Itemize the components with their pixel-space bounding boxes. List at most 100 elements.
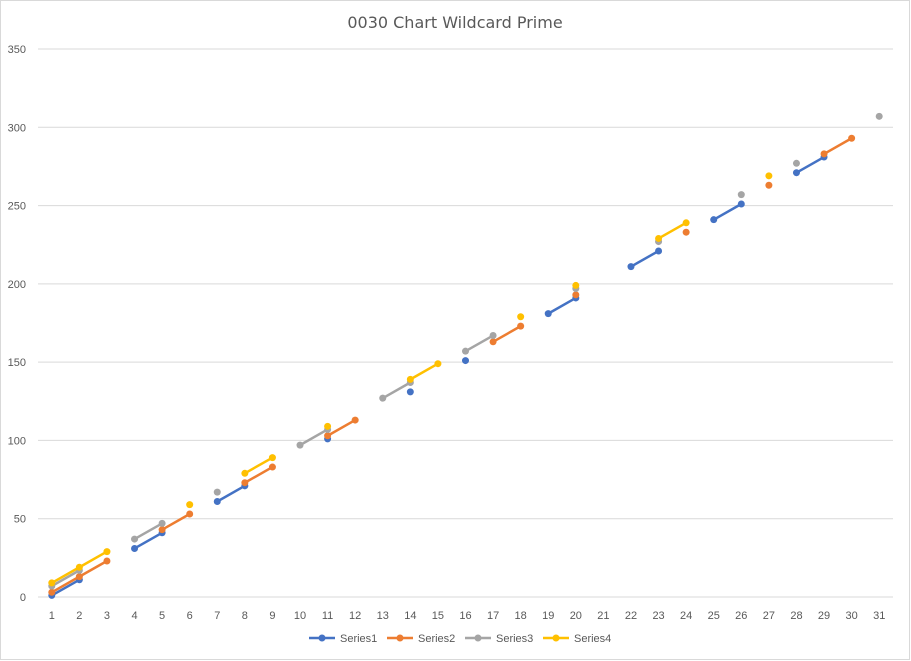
data-point xyxy=(682,228,690,236)
x-tick-label: 14 xyxy=(404,610,416,622)
x-tick-label: 8 xyxy=(242,610,248,622)
x-tick-label: 9 xyxy=(269,610,275,622)
data-point xyxy=(324,432,332,440)
data-point xyxy=(296,441,304,449)
series-line-segment xyxy=(629,249,660,268)
series-line-segment xyxy=(491,324,522,344)
x-tick-label: 30 xyxy=(846,610,858,622)
x-tick-label: 16 xyxy=(459,610,471,622)
data-point xyxy=(737,191,745,199)
x-tick-label: 31 xyxy=(873,610,885,622)
data-point xyxy=(462,347,469,355)
data-point xyxy=(213,497,221,505)
data-point xyxy=(572,291,580,299)
legend-item-3: Series3 xyxy=(465,633,533,645)
data-point xyxy=(765,181,773,189)
data-point xyxy=(75,563,83,571)
x-tick-label: 1 xyxy=(49,610,55,622)
data-point xyxy=(489,338,497,346)
x-tick-label: 7 xyxy=(214,610,220,622)
x-tick-label: 4 xyxy=(131,610,137,622)
data-point xyxy=(268,463,276,471)
data-point xyxy=(406,375,414,383)
series-line-segment xyxy=(160,512,191,531)
x-tick-label: 22 xyxy=(625,610,637,622)
data-point xyxy=(186,510,194,518)
data-point xyxy=(158,519,166,527)
series-2 xyxy=(48,134,856,596)
data-point xyxy=(158,526,166,534)
series-line-segment xyxy=(712,202,743,221)
legend-item-1: Series1 xyxy=(309,633,377,645)
x-tick-label: 13 xyxy=(377,610,389,622)
series-line-segment xyxy=(216,484,247,503)
series-line-segment xyxy=(243,465,274,484)
data-point xyxy=(489,332,497,340)
y-tick-label: 250 xyxy=(8,201,26,213)
x-axis-ticks: 1 2 3 4 5 6 7 8 9 10 11 12 13 14 15 16 17 18 19 20 21 22 23 24 2… xyxy=(49,610,886,622)
data-point xyxy=(710,216,718,224)
data-point xyxy=(379,394,387,402)
series-line-segment xyxy=(133,522,164,541)
data-point xyxy=(627,263,635,271)
legend-label: Series2 xyxy=(418,633,455,645)
data-point xyxy=(737,200,745,208)
data-point xyxy=(131,535,139,543)
series-line-segment xyxy=(381,381,412,400)
data-point xyxy=(875,112,883,120)
data-point xyxy=(241,479,249,487)
chart-title: 0030 Chart Wildcard Prime xyxy=(347,13,562,32)
data-point xyxy=(406,388,414,396)
data-point xyxy=(517,322,525,330)
series-line-segment xyxy=(78,559,109,578)
data-point xyxy=(213,488,221,496)
data-point xyxy=(848,134,856,142)
y-tick-label: 200 xyxy=(8,279,26,291)
data-point xyxy=(462,357,469,365)
series-4 xyxy=(48,172,773,587)
legend-item-4: Series4 xyxy=(543,633,611,645)
x-tick-label: 28 xyxy=(790,610,802,622)
x-tick-label: 15 xyxy=(432,610,444,622)
y-tick-label: 0 xyxy=(20,592,26,604)
x-tick-label: 29 xyxy=(818,610,830,622)
series-line-segment xyxy=(822,136,853,156)
x-tick-label: 11 xyxy=(322,610,333,622)
data-point xyxy=(655,234,663,242)
x-tick-label: 26 xyxy=(735,610,747,622)
data-point xyxy=(103,557,111,565)
data-point xyxy=(572,281,580,289)
series-line-segment xyxy=(546,296,578,315)
x-tick-label: 10 xyxy=(294,610,306,622)
data-point xyxy=(48,579,56,587)
x-tick-label: 23 xyxy=(652,610,664,622)
legend-item-2: Series2 xyxy=(387,633,455,645)
data-point xyxy=(351,416,359,424)
x-tick-label: 5 xyxy=(159,610,165,622)
x-tick-label: 24 xyxy=(680,610,692,622)
series-line-segment xyxy=(50,566,81,585)
data-point xyxy=(655,247,663,255)
data-point xyxy=(792,159,800,167)
series-line-segment xyxy=(50,575,81,594)
x-tick-label: 25 xyxy=(708,610,720,622)
y-tick-label: 50 xyxy=(14,514,26,526)
series-line-segment xyxy=(795,155,826,174)
legend-label: Series1 xyxy=(340,633,377,645)
y-axis-ticks: 0 50 100 150 200 250 300 350 xyxy=(8,44,26,604)
x-tick-label: 21 xyxy=(597,610,609,622)
y-tick-label: 350 xyxy=(8,44,26,56)
series-group xyxy=(48,112,883,599)
y-tick-label: 150 xyxy=(8,357,26,369)
data-point xyxy=(103,548,111,556)
legend-label: Series4 xyxy=(574,633,611,645)
x-tick-label: 18 xyxy=(515,610,527,622)
y-tick-label: 300 xyxy=(8,122,26,134)
series-line-segment xyxy=(409,362,440,381)
legend-label: Series3 xyxy=(496,633,533,645)
data-point xyxy=(682,219,690,227)
x-tick-label: 19 xyxy=(542,610,554,622)
series-line-segment xyxy=(50,578,81,597)
x-tick-label: 17 xyxy=(487,610,499,622)
